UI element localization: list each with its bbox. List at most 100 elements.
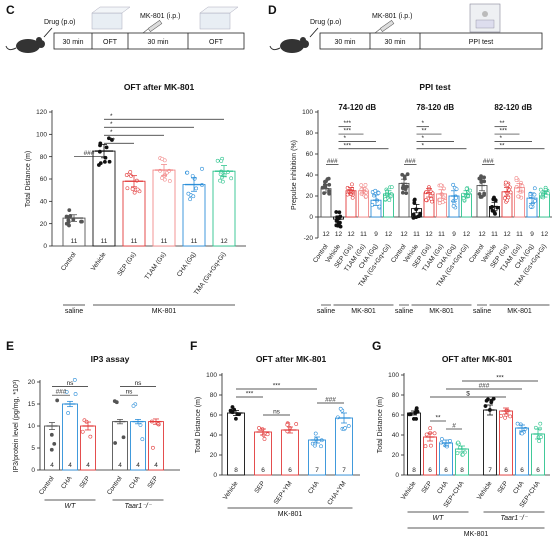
significance-label: **: [422, 128, 428, 135]
significance-label: ###: [405, 158, 416, 165]
n-label: 12: [541, 231, 549, 238]
data-point: [103, 160, 107, 164]
y-tick-label: 100: [388, 372, 399, 379]
data-point: [114, 400, 119, 405]
significance-label: ***: [500, 128, 508, 135]
data-point: [388, 194, 393, 199]
bar: [483, 409, 497, 476]
chart-g: OFT after MK-801 0 20 40 60 80 100 Total Distan…: [377, 354, 550, 538]
n-label: 8: [460, 467, 464, 474]
y-tick-label: 40: [210, 432, 218, 439]
data-point: [188, 197, 193, 202]
data-point: [73, 392, 78, 396]
y-tick-label: 15: [28, 401, 36, 408]
chart-title: OFT after MK-801: [124, 82, 195, 92]
n-label: 4: [86, 462, 90, 469]
data-point: [456, 440, 461, 445]
y-axis-label: Total Distance (m): [377, 397, 384, 453]
significance-label: ***: [246, 391, 254, 398]
data-point: [466, 194, 471, 199]
data-point: [350, 195, 355, 200]
data-point: [440, 200, 445, 205]
data-point: [323, 179, 327, 184]
chart-f: OFT after MK-801 0 20 40 60 80 100 Total Distan…: [195, 354, 360, 518]
significance-label: **: [435, 415, 441, 422]
y-tick-label: 0: [43, 243, 47, 250]
significance-label: ***: [344, 120, 352, 127]
bar: [499, 410, 513, 476]
significance-label: ns: [126, 389, 134, 396]
data-point: [265, 432, 270, 437]
n-label: 9: [452, 231, 456, 238]
group-label: MK-801: [278, 511, 303, 518]
subgroup-label: 78-120 dB: [416, 103, 454, 112]
group-label: saline: [65, 308, 83, 315]
n-label: 11: [491, 231, 498, 238]
data-point: [49, 447, 54, 452]
n-label: 11: [161, 238, 168, 245]
panel-letter-e: E: [6, 339, 14, 353]
significance-label: $: [466, 391, 470, 398]
data-point: [464, 186, 469, 191]
subgroup-label: 74-120 dB: [338, 103, 376, 112]
timeline-d-mk-label: MK-801 (i.p.): [372, 13, 412, 20]
n-label: 12: [478, 231, 486, 238]
data-point: [400, 190, 405, 195]
y-axis-label: IP3/protein level (pg/mg, *10³): [13, 380, 20, 473]
data-point: [428, 426, 433, 431]
data-point: [411, 215, 416, 220]
significance-label: ***: [273, 383, 281, 390]
data-point: [130, 187, 135, 191]
significance-label: ###: [483, 158, 494, 165]
y-tick-label: 40: [392, 432, 400, 439]
syringe-icon: [142, 19, 163, 34]
data-point: [411, 212, 416, 217]
bar: [92, 150, 116, 247]
n-label: 11: [413, 231, 420, 238]
data-point: [537, 439, 542, 444]
data-point: [52, 441, 57, 446]
data-point: [370, 202, 375, 207]
oft-box-icon-2: [199, 6, 239, 30]
category-label: CHA: [128, 475, 142, 491]
bar: [152, 169, 176, 247]
y-tick-label: 120: [36, 109, 47, 116]
panel-letter-f: F: [190, 339, 197, 353]
data-point: [98, 143, 102, 148]
y-tick-label: 40: [306, 172, 314, 179]
data-point: [508, 414, 513, 419]
category-label: SEP+YM: [273, 480, 294, 506]
data-point: [66, 411, 71, 415]
data-point: [313, 431, 318, 436]
significance-label: *: [422, 120, 425, 127]
data-point: [107, 136, 111, 141]
data-point: [502, 196, 507, 201]
data-point: [104, 145, 109, 150]
timeline-c-drug-label: Drug (p.o): [44, 19, 76, 26]
timeline-c-mk-label: MK-801 (i.p.): [140, 13, 180, 20]
data-point: [135, 187, 140, 192]
y-tick-label: 5: [31, 445, 35, 452]
data-point: [66, 220, 71, 224]
bar: [227, 412, 245, 476]
data-point: [451, 204, 456, 208]
data-point: [539, 435, 543, 439]
data-point: [113, 441, 118, 445]
data-point: [376, 191, 381, 195]
data-point: [532, 192, 537, 197]
n-label: 6: [444, 467, 448, 474]
n-label: 4: [136, 462, 140, 469]
n-label: 7: [315, 467, 319, 474]
y-tick-label: 0: [213, 472, 217, 479]
data-point: [454, 195, 458, 200]
data-point: [532, 186, 537, 191]
data-point: [294, 422, 299, 426]
n-label: 4: [154, 462, 158, 469]
y-tick-label: 100: [36, 132, 47, 139]
significance-label: ###: [325, 397, 336, 404]
genotype-label: WT: [65, 503, 77, 510]
data-point: [491, 396, 496, 401]
significance-label: #: [452, 423, 456, 430]
group-label: saline: [317, 308, 335, 315]
data-point: [404, 191, 409, 196]
